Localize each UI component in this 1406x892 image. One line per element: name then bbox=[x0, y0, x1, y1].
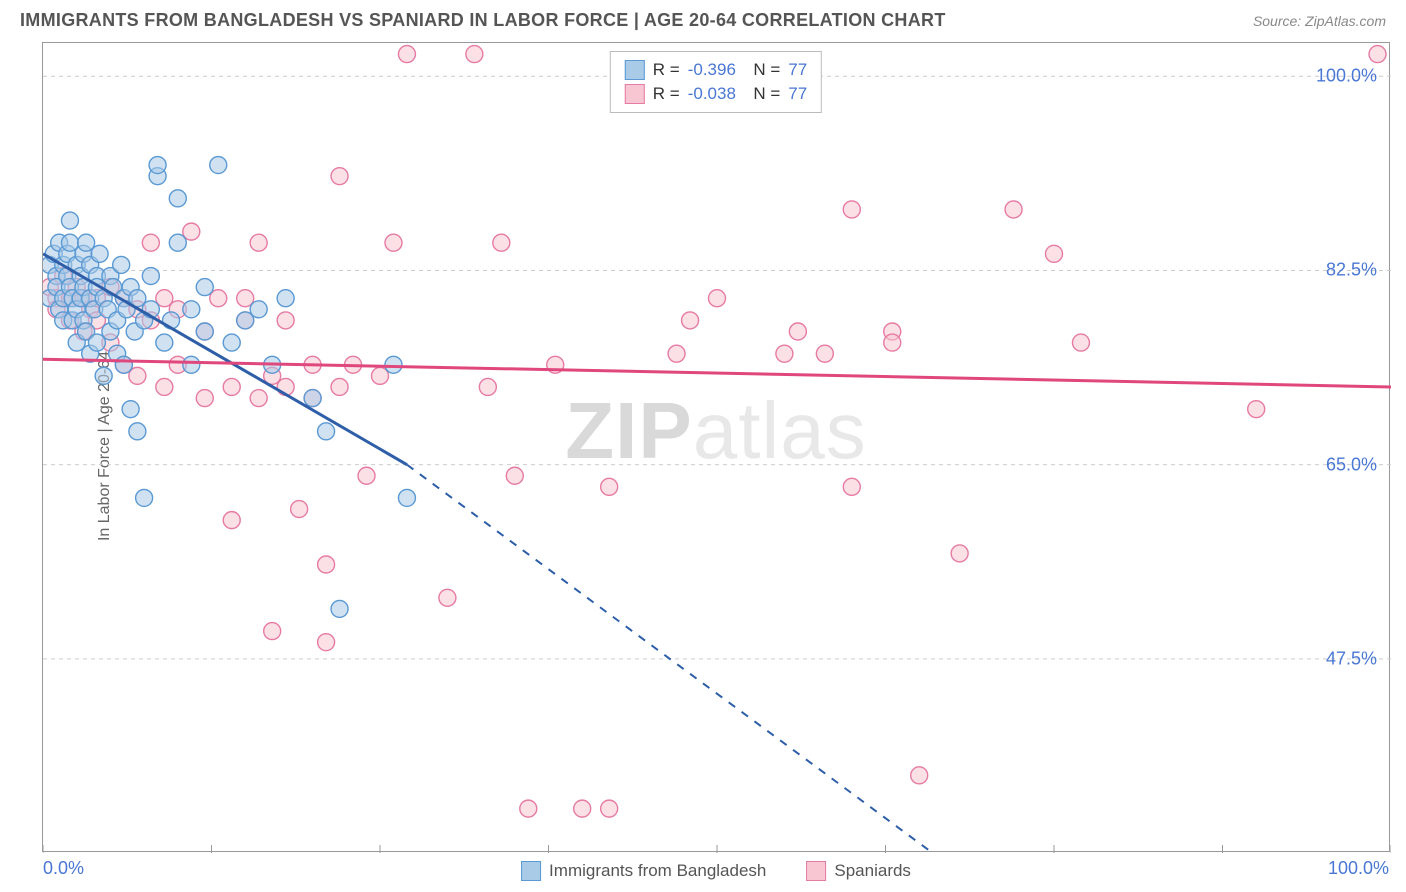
r-value: -0.038 bbox=[688, 84, 736, 104]
legend-item-2: Spaniards bbox=[806, 861, 911, 881]
y-tick-label: 47.5% bbox=[1326, 648, 1377, 669]
legend-swatch-icon bbox=[625, 60, 645, 80]
x-tick-max-label: 100.0% bbox=[1328, 858, 1389, 879]
chart-plot-area: ZIPatlas R = -0.396 N = 77 R = -0.038 N … bbox=[42, 42, 1390, 852]
correlation-row-1: R = -0.396 N = 77 bbox=[625, 58, 807, 82]
n-label: N = bbox=[744, 60, 780, 80]
source-credit: Source: ZipAtlas.com bbox=[1253, 13, 1386, 29]
legend-swatch-icon bbox=[625, 84, 645, 104]
correlation-legend: R = -0.396 N = 77 R = -0.038 N = 77 bbox=[610, 51, 822, 113]
legend-item-1: Immigrants from Bangladesh bbox=[521, 861, 766, 881]
chart-title: IMMIGRANTS FROM BANGLADESH VS SPANIARD I… bbox=[20, 10, 946, 31]
y-tick-label: 100.0% bbox=[1316, 66, 1377, 87]
chart-svg bbox=[43, 43, 1391, 853]
n-value: 77 bbox=[788, 60, 807, 80]
n-value: 77 bbox=[788, 84, 807, 104]
legend-swatch-icon bbox=[521, 861, 541, 881]
bottom-legend: Immigrants from Bangladesh Spaniards bbox=[521, 861, 911, 881]
legend-swatch-icon bbox=[806, 861, 826, 881]
source-prefix-label: Source: bbox=[1253, 13, 1305, 29]
correlation-row-2: R = -0.038 N = 77 bbox=[625, 82, 807, 106]
n-label: N = bbox=[744, 84, 780, 104]
r-label: R = bbox=[653, 84, 680, 104]
source-name: ZipAtlas.com bbox=[1305, 13, 1386, 29]
x-tick-min-label: 0.0% bbox=[43, 858, 84, 879]
chart-header: IMMIGRANTS FROM BANGLADESH VS SPANIARD I… bbox=[0, 0, 1406, 37]
legend-label-2: Spaniards bbox=[834, 861, 911, 881]
y-tick-label: 65.0% bbox=[1326, 454, 1377, 475]
r-label: R = bbox=[653, 60, 680, 80]
r-value: -0.396 bbox=[688, 60, 736, 80]
y-tick-label: 82.5% bbox=[1326, 260, 1377, 281]
legend-label-1: Immigrants from Bangladesh bbox=[549, 861, 766, 881]
